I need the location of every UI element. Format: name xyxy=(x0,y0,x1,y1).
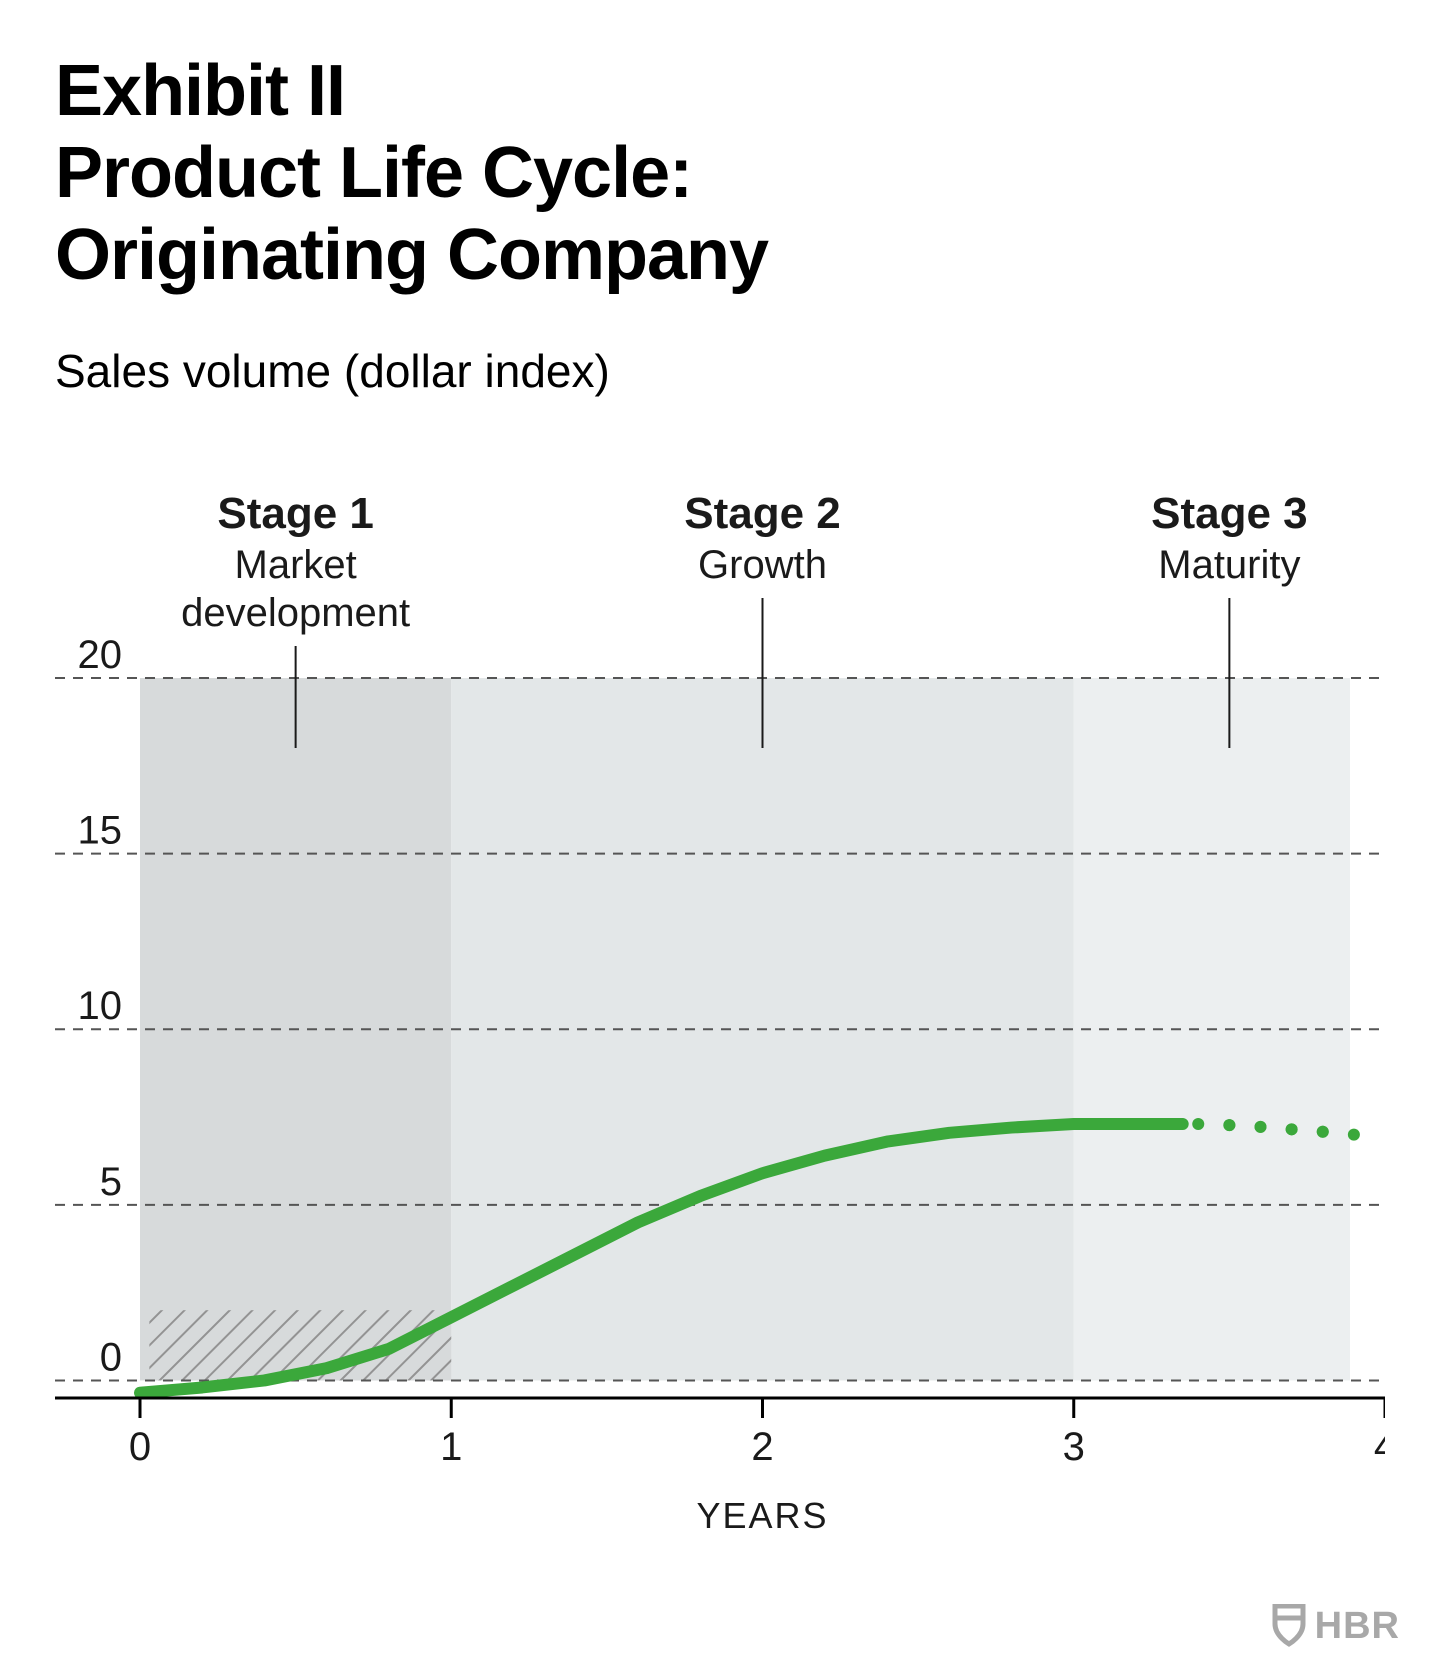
x-tick-label: 1 xyxy=(440,1425,462,1469)
stage-subtitle: development xyxy=(181,591,410,635)
stage-subtitle: Growth xyxy=(698,543,827,587)
x-axis-label: YEARS xyxy=(696,1495,828,1536)
stage-subtitle: Maturity xyxy=(1158,543,1300,587)
stage-subtitle: Market xyxy=(235,543,357,587)
series-dot xyxy=(1286,1123,1298,1135)
x-tick-label: 3 xyxy=(1063,1425,1085,1469)
chart-svg: 0 5 10 15 20 0 1 2 3 4 YEARS Stage 1 Marketdevelopme… xyxy=(55,488,1385,1538)
series-dot xyxy=(1192,1118,1204,1130)
title-line-1: Exhibit II xyxy=(55,51,345,131)
stage-title: Stage 1 xyxy=(217,489,374,538)
hbr-logo: HBR xyxy=(1271,1604,1400,1648)
series-dot xyxy=(1317,1126,1329,1138)
chart-area: 0 5 10 15 20 0 1 2 3 4 YEARS Stage 1 Marketdevelopme… xyxy=(55,488,1385,1543)
y-tick-label: 5 xyxy=(100,1160,122,1204)
x-tick-label: 0 xyxy=(129,1425,151,1469)
series-dot xyxy=(1348,1129,1360,1141)
x-tick-label: 4 xyxy=(1374,1425,1385,1469)
hbr-shield-icon xyxy=(1271,1604,1307,1648)
series-dot xyxy=(1223,1119,1235,1131)
title-line-2: Product Life Cycle: xyxy=(55,133,692,213)
title-line-3: Originating Company xyxy=(55,215,768,295)
hbr-logo-text: HBR xyxy=(1315,1605,1400,1648)
y-tick-label: 10 xyxy=(78,984,123,1028)
stage-title: Stage 2 xyxy=(684,489,841,538)
stage-title: Stage 3 xyxy=(1151,489,1308,538)
chart-subtitle: Sales volume (dollar index) xyxy=(55,344,1385,398)
y-tick-label: 0 xyxy=(100,1335,122,1379)
y-tick-label: 15 xyxy=(78,809,123,853)
chart-title: Exhibit II Product Life Cycle: Originati… xyxy=(55,50,1385,296)
series-dot xyxy=(1255,1121,1267,1133)
y-tick-label: 20 xyxy=(78,633,123,677)
x-tick-label: 2 xyxy=(751,1425,773,1469)
